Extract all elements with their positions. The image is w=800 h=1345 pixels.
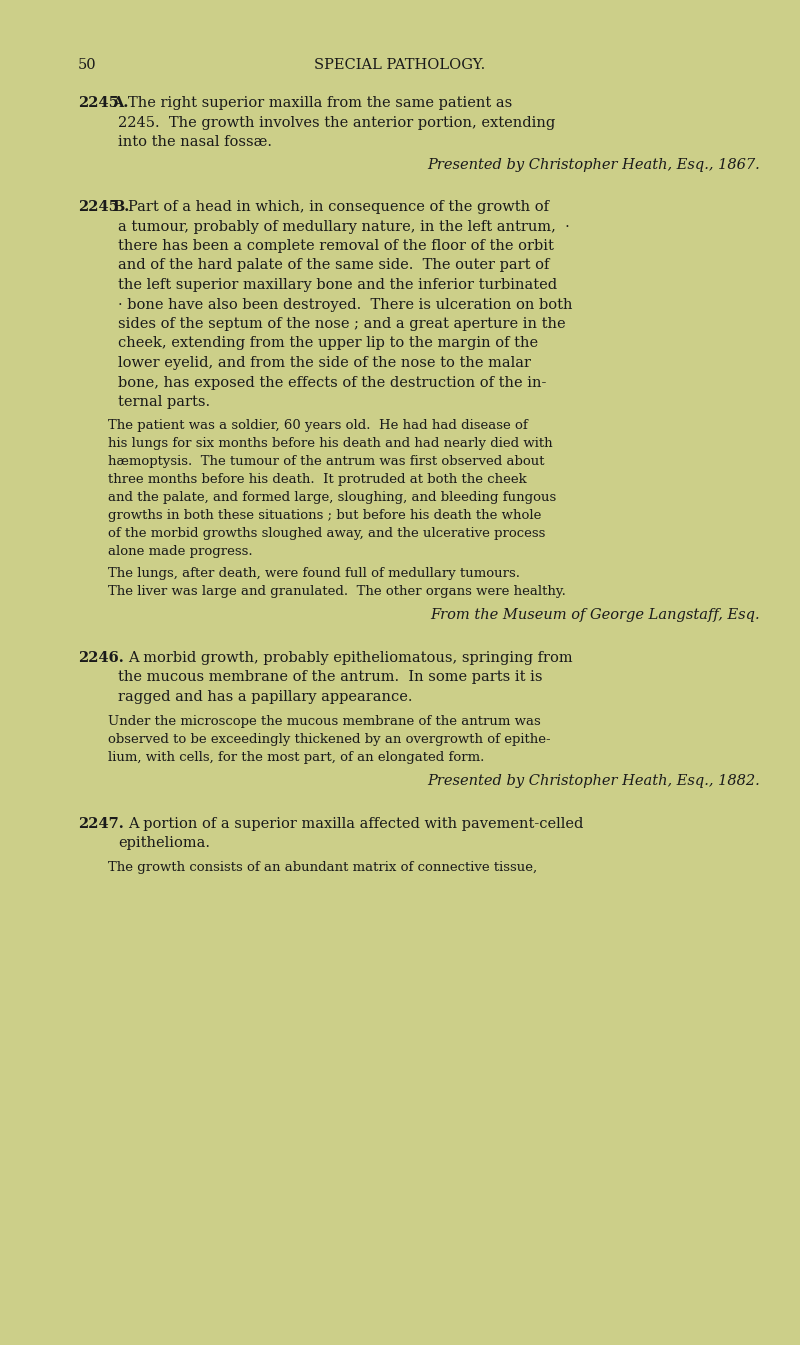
Text: observed to be exceedingly thickened by an overgrowth of epithe-: observed to be exceedingly thickened by … xyxy=(108,733,550,745)
Text: alone made progress.: alone made progress. xyxy=(108,546,253,558)
Text: Presented by Christopher Heath, Esq., 1882.: Presented by Christopher Heath, Esq., 18… xyxy=(427,773,760,788)
Text: epithelioma.: epithelioma. xyxy=(118,837,210,850)
Text: SPECIAL PATHOLOGY.: SPECIAL PATHOLOGY. xyxy=(314,58,486,73)
Text: Presented by Christopher Heath, Esq., 1867.: Presented by Christopher Heath, Esq., 18… xyxy=(427,159,760,172)
Text: A morbid growth, probably epitheliomatous, springing from: A morbid growth, probably epitheliomatou… xyxy=(128,651,573,664)
Text: A portion of a superior maxilla affected with pavement-celled: A portion of a superior maxilla affected… xyxy=(128,816,583,831)
Text: The liver was large and granulated.  The other organs were healthy.: The liver was large and granulated. The … xyxy=(108,585,566,597)
Text: the mucous membrane of the antrum.  In some parts it is: the mucous membrane of the antrum. In so… xyxy=(118,671,542,685)
Text: The patient was a soldier, 60 years old.  He had had disease of: The patient was a soldier, 60 years old.… xyxy=(108,420,528,433)
Text: and of the hard palate of the same side.  The outer part of: and of the hard palate of the same side.… xyxy=(118,258,550,273)
Text: bone, has exposed the effects of the destruction of the in-: bone, has exposed the effects of the des… xyxy=(118,375,546,390)
Text: 2245.  The growth involves the anterior portion, extending: 2245. The growth involves the anterior p… xyxy=(118,116,555,129)
Text: sides of the septum of the nose ; and a great aperture in the: sides of the septum of the nose ; and a … xyxy=(118,317,566,331)
Text: cheek, extending from the upper lip to the margin of the: cheek, extending from the upper lip to t… xyxy=(118,336,538,351)
Text: Under the microscope the mucous membrane of the antrum was: Under the microscope the mucous membrane… xyxy=(108,714,541,728)
Text: 2247.: 2247. xyxy=(78,816,124,831)
Text: 2245: 2245 xyxy=(78,95,119,110)
Text: and the palate, and formed large, sloughing, and bleeding fungous: and the palate, and formed large, slough… xyxy=(108,491,556,504)
Text: ternal parts.: ternal parts. xyxy=(118,395,210,409)
Text: ragged and has a papillary appearance.: ragged and has a papillary appearance. xyxy=(118,690,413,703)
Text: · bone have also been destroyed.  There is ulceration on both: · bone have also been destroyed. There i… xyxy=(118,297,573,312)
Text: of the morbid growths sloughed away, and the ulcerative process: of the morbid growths sloughed away, and… xyxy=(108,527,546,541)
Text: three months before his death.  It protruded at both the cheek: three months before his death. It protru… xyxy=(108,473,526,487)
Text: A.: A. xyxy=(112,95,128,110)
Text: lower eyelid, and from the side of the nose to the malar: lower eyelid, and from the side of the n… xyxy=(118,356,531,370)
Text: The growth consists of an abundant matrix of connective tissue,: The growth consists of an abundant matri… xyxy=(108,861,537,874)
Text: B.: B. xyxy=(112,200,130,214)
Text: 50: 50 xyxy=(78,58,97,73)
Text: a tumour, probably of medullary nature, in the left antrum,  ·: a tumour, probably of medullary nature, … xyxy=(118,219,570,234)
Text: The lungs, after death, were found full of medullary tumours.: The lungs, after death, were found full … xyxy=(108,566,520,580)
Text: hæmoptysis.  The tumour of the antrum was first observed about: hæmoptysis. The tumour of the antrum was… xyxy=(108,456,545,468)
Text: The right superior maxilla from the same patient as: The right superior maxilla from the same… xyxy=(128,95,512,110)
Text: his lungs for six months before his death and had nearly died with: his lungs for six months before his deat… xyxy=(108,437,553,451)
Text: lium, with cells, for the most part, of an elongated form.: lium, with cells, for the most part, of … xyxy=(108,751,484,764)
Text: From the Museum of George Langstaff, Esq.: From the Museum of George Langstaff, Esq… xyxy=(430,608,760,621)
Text: growths in both these situations ; but before his death the whole: growths in both these situations ; but b… xyxy=(108,510,542,522)
Text: Part of a head in which, in consequence of the growth of: Part of a head in which, in consequence … xyxy=(128,200,549,214)
Text: 2246.: 2246. xyxy=(78,651,124,664)
Text: 2245: 2245 xyxy=(78,200,119,214)
Text: there has been a complete removal of the floor of the orbit: there has been a complete removal of the… xyxy=(118,239,554,253)
Text: into the nasal fossæ.: into the nasal fossæ. xyxy=(118,134,272,149)
Text: the left superior maxillary bone and the inferior turbinated: the left superior maxillary bone and the… xyxy=(118,278,557,292)
